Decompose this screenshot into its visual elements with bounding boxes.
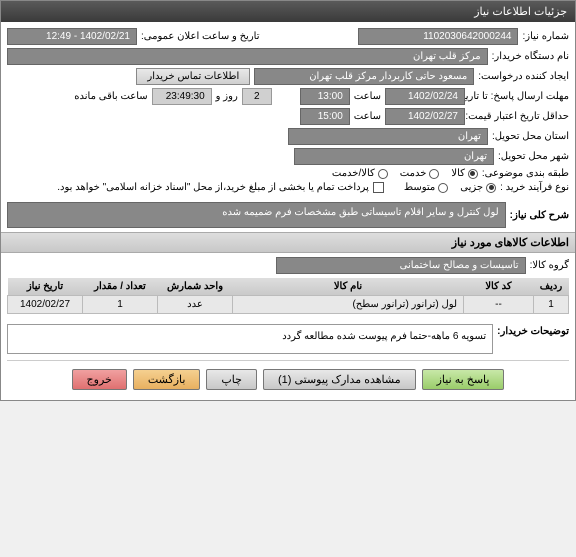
buyer-org-value: مرکز قلب تهران (7, 48, 488, 65)
public-date-label: تاریخ و ساعت اعلان عمومی: (141, 31, 260, 42)
reply-time-value: 13:00 (300, 88, 350, 105)
exit-button[interactable]: خروج (72, 369, 127, 390)
cell-unit: عدد (158, 296, 233, 314)
table-header-row: ردیف کد کالا نام کالا واحد شمارش تعداد /… (8, 278, 569, 296)
request-creator-value: مسعود حاتی کاربردار مرکز قلب تهران (254, 68, 474, 85)
cell-name: لول (ترانور (ترانور سطح) (233, 296, 464, 314)
reply-deadline-label: مهلت ارسال پاسخ: تا تاریخ: (469, 91, 569, 102)
goods-info-header: اطلاعات کالاهای مورد نیاز (1, 232, 575, 253)
th-name: نام کالا (233, 278, 464, 296)
th-code: کد کالا (464, 278, 534, 296)
goods-group-value: تاسیسات و مصالح ساختمانی (276, 257, 526, 274)
general-desc-value: لول کنترل و سایر اقلام تاسیساتی طبق مشخص… (7, 202, 506, 228)
radio-circle-icon (486, 183, 496, 193)
radio-goods[interactable]: کالا (451, 168, 478, 179)
buyer-notes-value: تسویه 6 ماهه-حتما فرم پیوست شده مطالعه گ… (7, 324, 493, 354)
public-date-value: 1402/02/21 - 12:49 (7, 28, 137, 45)
need-no-value: 1102030642000244 (358, 28, 518, 45)
radio-circle-icon (438, 183, 448, 193)
radio-partial[interactable]: جزیی (460, 182, 496, 193)
back-button[interactable]: بازگشت (133, 369, 201, 390)
radio-circle-icon (378, 169, 388, 179)
subject-class-label: طبقه بندی موضوعی: (482, 168, 569, 179)
price-validity-label: حداقل تاریخ اعتبار قیمت: تا تاریخ: (469, 111, 569, 122)
subject-class-radio-group: کالا خدمت کالا/خدمت (332, 168, 478, 179)
reply-button[interactable]: پاسخ به نیاز (422, 369, 505, 390)
purchase-type-radio-group: جزیی متوسط (404, 182, 496, 193)
need-no-label: شماره نیاز: (522, 31, 569, 42)
radio-medium-label: متوسط (404, 182, 435, 193)
payment-note-label: پرداخت تمام یا بخشی از مبلغ خرید،از محل … (57, 182, 369, 193)
remaining-label: ساعت باقی مانده (74, 91, 147, 102)
delivery-city-value: تهران (294, 148, 494, 165)
purchase-type-label: نوع فرآیند خرید : (500, 182, 569, 193)
days-left-value: 2 (242, 88, 272, 105)
buyer-notes-label: توضیحات خریدار: (497, 320, 569, 337)
radio-circle-icon (468, 169, 478, 179)
radio-circle-icon (429, 169, 439, 179)
delivery-prov-label: استان محل تحویل: (492, 131, 569, 142)
cell-date: 1402/02/27 (8, 296, 83, 314)
th-date: تاریخ نیاز (8, 278, 83, 296)
cell-code: -- (464, 296, 534, 314)
cell-row: 1 (534, 296, 569, 314)
titlebar: جزئیات اطلاعات نیاز (1, 1, 575, 22)
delivery-prov-value: تهران (288, 128, 488, 145)
details-window: جزئیات اطلاعات نیاز شماره نیاز: 11020306… (0, 0, 576, 401)
general-desc-label: شرح کلی نیاز: (510, 210, 569, 221)
button-bar: پاسخ به نیاز مشاهده مدارک پیوستی (1) چاپ… (7, 360, 569, 394)
radio-service-label: خدمت (400, 168, 427, 179)
th-unit: واحد شمارش (158, 278, 233, 296)
day-and-label: روز و (216, 91, 238, 102)
print-button[interactable]: چاپ (206, 369, 257, 390)
request-creator-label: ایجاد کننده درخواست: (478, 71, 569, 82)
hour-label-1: ساعت (354, 91, 381, 102)
contact-info-button[interactable]: اطلاعات تماس خریدار (136, 68, 250, 85)
goods-table: ردیف کد کالا نام کالا واحد شمارش تعداد /… (7, 278, 569, 314)
attachments-button[interactable]: مشاهده مدارک پیوستی (1) (263, 369, 416, 390)
payment-checkbox[interactable] (373, 182, 384, 193)
goods-group-label: گروه کالا: (530, 260, 569, 271)
radio-medium[interactable]: متوسط (404, 182, 448, 193)
cell-qty: 1 (83, 296, 158, 314)
radio-partial-label: جزیی (460, 182, 483, 193)
th-qty: تعداد / مقدار (83, 278, 158, 296)
price-time-value: 15:00 (300, 108, 350, 125)
radio-goods-service[interactable]: کالا/خدمت (332, 168, 388, 179)
table-row[interactable]: 1 -- لول (ترانور (ترانور سطح) عدد 1 1402… (8, 296, 569, 314)
radio-goods-label: کالا (451, 168, 465, 179)
reply-date-value: 1402/02/24 (385, 88, 465, 105)
time-left-value: 23:49:30 (152, 88, 212, 105)
content-area: شماره نیاز: 1102030642000244 تاریخ و ساع… (1, 22, 575, 400)
delivery-city-label: شهر محل تحویل: (498, 151, 569, 162)
buyer-org-label: نام دستگاه خریدار: (492, 51, 569, 62)
th-row: ردیف (534, 278, 569, 296)
price-date-value: 1402/02/27 (385, 108, 465, 125)
radio-goods-service-label: کالا/خدمت (332, 168, 375, 179)
hour-label-2: ساعت (354, 111, 381, 122)
radio-service[interactable]: خدمت (400, 168, 440, 179)
